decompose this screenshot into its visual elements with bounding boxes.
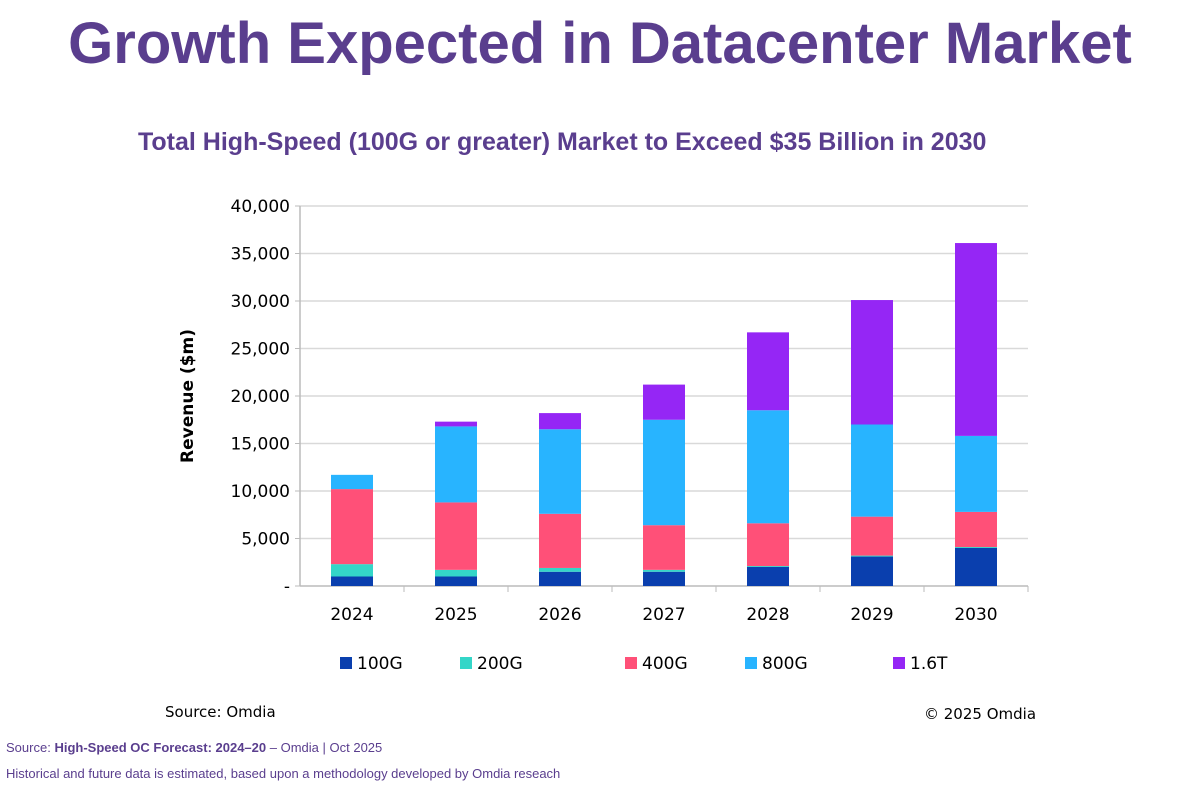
bar-800G-2026 xyxy=(539,429,581,514)
bar-800G-2024 xyxy=(331,474,373,490)
footer-note: Historical and future data is estimated,… xyxy=(6,766,561,781)
bar-400G-2029 xyxy=(851,516,893,556)
y-tick-label: 40,000 xyxy=(231,197,290,217)
bar-200G-2028 xyxy=(747,566,789,567)
bar-800G-2030 xyxy=(955,435,997,512)
y-axis-label: Revenue ($m) xyxy=(178,329,198,463)
x-tick-label: 2027 xyxy=(642,605,685,625)
bar-200G-2030 xyxy=(955,547,997,548)
bar-1.6T-2029 xyxy=(851,300,893,425)
y-tick-label: 5,000 xyxy=(241,530,290,550)
bar-400G-2025 xyxy=(435,502,477,570)
x-tick-label: 2028 xyxy=(746,605,789,625)
y-tick-label: 25,000 xyxy=(231,340,290,360)
bar-800G-2025 xyxy=(435,426,477,503)
legend-swatch xyxy=(340,657,352,669)
legend-swatch xyxy=(893,657,905,669)
bar-100G-2025 xyxy=(435,576,477,586)
x-tick-label: 2025 xyxy=(434,605,477,625)
bar-100G-2030 xyxy=(955,548,997,586)
page-title: Growth Expected in Datacenter Market xyxy=(68,11,1132,76)
x-tick-label: 2030 xyxy=(954,605,997,625)
bar-200G-2029 xyxy=(851,555,893,557)
bar-800G-2027 xyxy=(643,419,685,526)
bar-800G-2028 xyxy=(747,410,789,524)
footer-source-rest: – Omdia | Oct 2025 xyxy=(269,740,383,755)
copyright: © 2025 Omdia xyxy=(924,705,1037,723)
bar-400G-2024 xyxy=(331,489,373,565)
x-tick-label: 2024 xyxy=(330,605,373,625)
bar-100G-2028 xyxy=(747,567,789,586)
legend-label: 200G xyxy=(477,654,523,674)
bar-1.6T-2030 xyxy=(955,243,997,436)
footer-source-title: High-Speed OC Forecast: 2024–20 xyxy=(54,740,267,755)
chart-title: Total High-Speed (100G or greater) Marke… xyxy=(138,128,987,156)
legend-swatch xyxy=(625,657,637,669)
bar-200G-2027 xyxy=(643,569,685,572)
legend-label: 400G xyxy=(642,654,688,674)
bar-1.6T-2027 xyxy=(643,384,685,420)
bar-400G-2027 xyxy=(643,525,685,570)
bar-200G-2026 xyxy=(539,567,581,572)
bar-200G-2024 xyxy=(331,564,373,577)
footer-source-prefix: Source: xyxy=(6,740,51,755)
bar-100G-2024 xyxy=(331,576,373,586)
x-tick-label: 2029 xyxy=(850,605,893,625)
bar-1.6T-2026 xyxy=(539,413,581,430)
bar-100G-2026 xyxy=(539,571,581,586)
legend-swatch xyxy=(460,657,472,669)
chart-source: Source: Omdia xyxy=(165,703,276,721)
legend-label: 100G xyxy=(357,654,403,674)
bar-100G-2027 xyxy=(643,571,685,586)
bar-800G-2029 xyxy=(851,424,893,517)
bar-200G-2025 xyxy=(435,569,477,577)
bar-100G-2029 xyxy=(851,556,893,586)
bar-400G-2028 xyxy=(747,523,789,567)
y-tick-label: 10,000 xyxy=(231,482,290,502)
legend-swatch xyxy=(745,657,757,669)
footer-source: Source: High-Speed OC Forecast: 2024–20 … xyxy=(6,740,382,755)
bar-400G-2030 xyxy=(955,511,997,548)
bar-400G-2026 xyxy=(539,513,581,568)
y-tick-label: 35,000 xyxy=(231,245,290,265)
x-tick-label: 2026 xyxy=(538,605,581,625)
bar-1.6T-2025 xyxy=(435,421,477,427)
y-tick-label: 20,000 xyxy=(231,387,290,407)
bar-1.6T-2028 xyxy=(747,332,789,411)
y-tick-label: - xyxy=(284,577,290,597)
y-tick-label: 15,000 xyxy=(231,435,290,455)
legend-label: 800G xyxy=(762,654,808,674)
legend-label: 1.6T xyxy=(910,654,948,674)
y-tick-label: 30,000 xyxy=(231,292,290,312)
